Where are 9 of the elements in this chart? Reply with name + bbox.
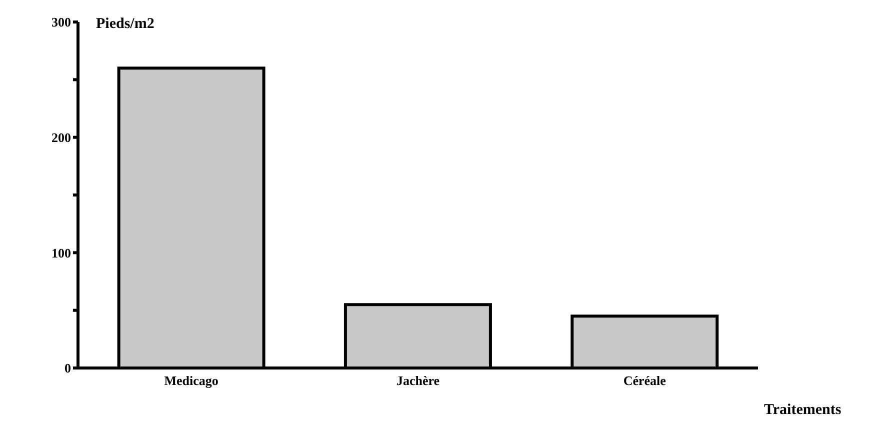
y-tick-label: 100 [52,245,71,260]
y-tick-label: 0 [64,360,71,376]
x-tick-label: Medicago [164,373,218,388]
x-tick-label: Jachère [396,373,440,388]
x-axis-title: Traitements [764,402,842,419]
y-tick-label: 200 [52,130,71,145]
y-axis-title: Pieds/m2 [96,16,154,33]
y-tick-label: 300 [52,14,71,30]
x-tick-label: Céréale [623,373,666,388]
